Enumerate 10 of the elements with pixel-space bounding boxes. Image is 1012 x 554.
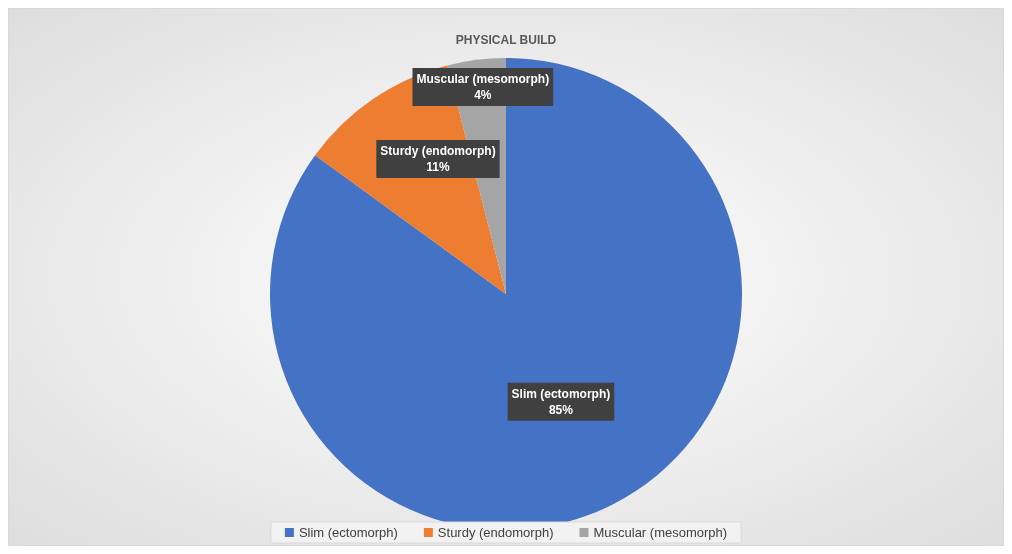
legend-label: Muscular (mesomorph) [593, 525, 728, 540]
slice-label: Slim (ectomorph) [511, 386, 611, 401]
data-label: 4% [474, 87, 492, 102]
legend-label: Sturdy (endomorph) [437, 525, 554, 540]
chart-title: PHYSICAL BUILD [455, 33, 557, 47]
slice-label: Muscular (mesomorph) [416, 71, 550, 86]
data-label: 85% [548, 402, 574, 417]
slice-label: Sturdy (endomorph) [380, 143, 496, 158]
data-label: 11% [426, 159, 450, 174]
legend-label: Slim (ectomorph) [298, 525, 398, 540]
